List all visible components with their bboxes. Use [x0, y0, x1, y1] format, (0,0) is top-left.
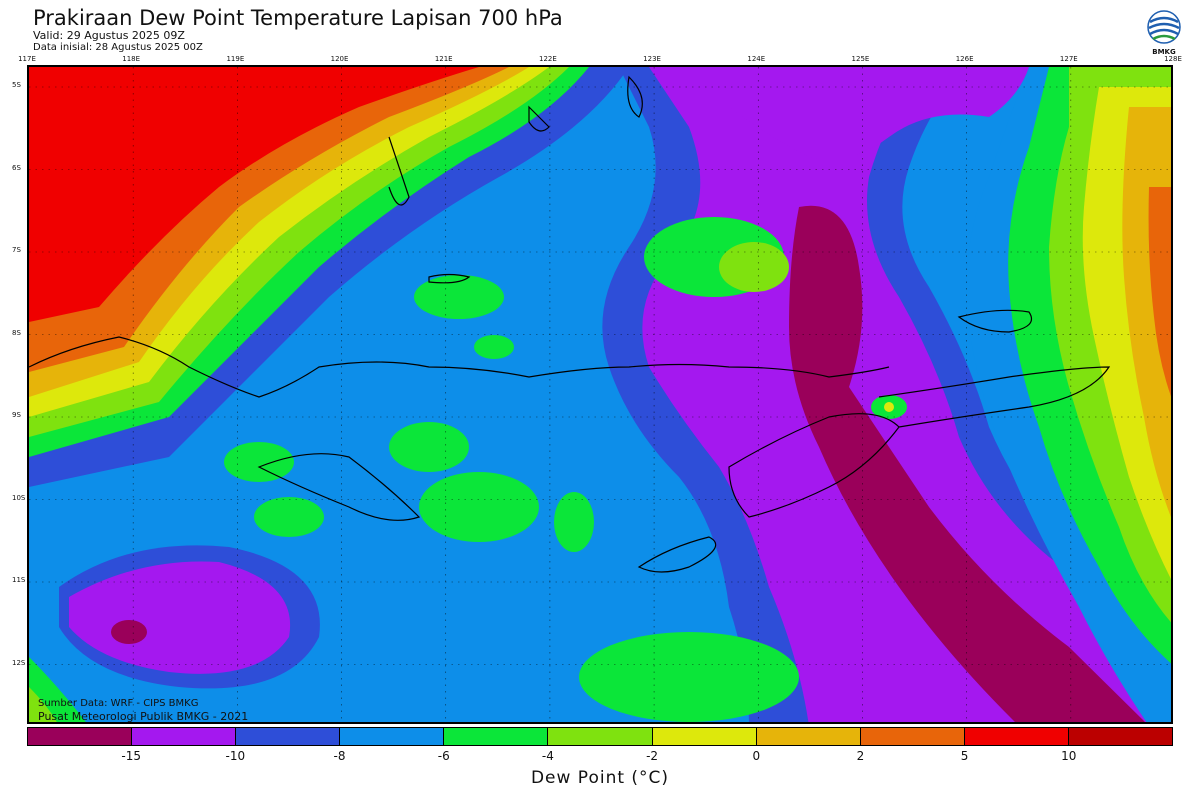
dewpoint-map	[27, 65, 1173, 724]
lat-tick-8S: 8S	[12, 328, 21, 337]
lon-tick-121E: 121E	[434, 55, 453, 63]
lon-tick-120E: 120E	[330, 55, 349, 63]
colorbar-swatch	[548, 728, 653, 745]
map-title: Prakiraan Dew Point Temperature Lapisan …	[33, 6, 563, 30]
lat-tick-5S: 5S	[12, 81, 21, 89]
colorbar-swatch	[28, 728, 133, 745]
colorbar-label: -8	[333, 749, 346, 763]
colorbar-swatch	[236, 728, 341, 745]
colorbar-swatch	[756, 728, 861, 745]
lon-tick-127E: 127E	[1059, 55, 1078, 63]
colorbar-label: -10	[225, 749, 246, 763]
colorbar-label: 2	[856, 749, 865, 763]
valid-time: Valid: 29 Agustus 2025 09Z	[33, 29, 185, 42]
colorbar-swatch	[964, 728, 1069, 745]
colorbar-label: 0	[752, 749, 761, 763]
lon-tick-128E: 128E	[1164, 55, 1182, 63]
bmkg-logo: BMKG	[1147, 10, 1181, 56]
lon-tick-118E: 118E	[122, 55, 141, 63]
colorbar-label: 5	[960, 749, 969, 763]
lat-tick-11S: 11S	[12, 576, 26, 584]
lon-tick-122E: 122E	[539, 55, 557, 63]
lon-tick-119E: 119E	[226, 55, 245, 63]
lat-tick-10S: 10S	[12, 493, 26, 502]
graticule	[29, 67, 1171, 722]
colorbar-label: -6	[437, 749, 450, 763]
lat-tick-9S: 9S	[12, 411, 21, 419]
colorbar-label: 10	[1061, 749, 1077, 763]
lat-tick-7S: 7S	[12, 246, 21, 254]
map-canvas	[29, 67, 1171, 722]
colorbar-swatch	[1068, 728, 1173, 745]
lon-tick-125E: 125E	[851, 55, 870, 63]
dewpoint-contours	[29, 67, 1171, 722]
colorbar-swatch	[444, 728, 549, 745]
lon-tick-124E: 124E	[747, 55, 766, 63]
colorbar-label: -15	[121, 749, 141, 763]
lat-tick-6S: 6S	[12, 163, 21, 172]
init-time: Data inisial: 28 Agustus 2025 00Z	[33, 42, 203, 53]
colorbar	[27, 727, 1173, 746]
bmkg-logo-text: BMKG	[1152, 48, 1176, 56]
coastlines	[29, 75, 1111, 573]
lon-tick-117E: 117E	[18, 55, 36, 63]
lon-tick-123E: 123E	[643, 55, 661, 63]
colorbar-swatch	[132, 728, 237, 745]
colorbar-swatch	[860, 728, 965, 745]
lat-tick-12S: 12S	[12, 658, 26, 667]
colorbar-title: Dew Point (°C)	[530, 768, 670, 788]
credit-org: Pusat Meteorologi Publik BMKG - 2021	[38, 710, 249, 723]
colorbar-label: -4	[541, 749, 554, 763]
colorbar-label: -2	[646, 749, 659, 763]
lon-tick-126E: 126E	[955, 55, 974, 63]
colorbar-swatch	[652, 728, 757, 745]
credit-source: Sumber Data: WRF - CIPS BMKG	[38, 698, 199, 709]
colorbar-swatch	[340, 728, 445, 745]
